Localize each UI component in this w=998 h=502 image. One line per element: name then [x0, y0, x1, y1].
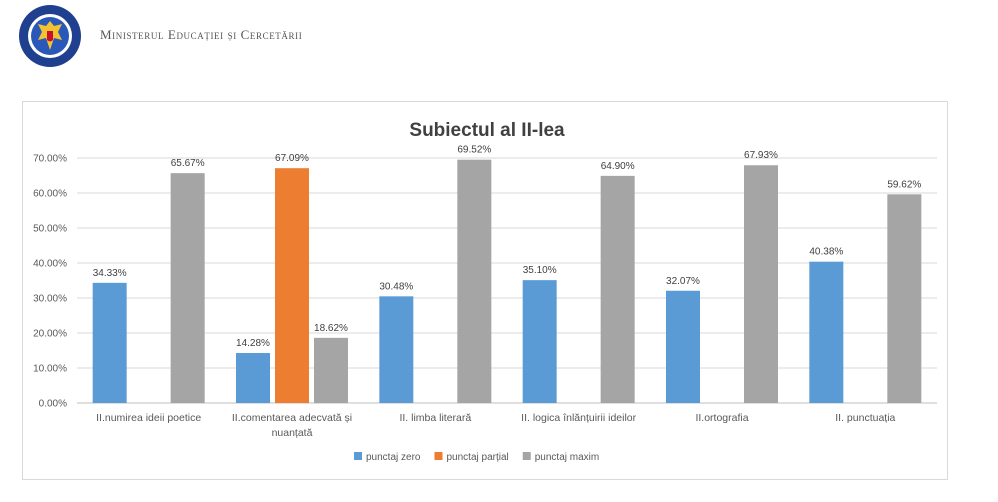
page-header: Ministerul Educației și Cercetării — [0, 0, 998, 80]
legend-swatch — [354, 452, 362, 460]
legend-label: punctaj maxim — [535, 452, 599, 463]
y-tick-label: 70.00% — [33, 154, 67, 165]
legend-label: punctaj parțial — [446, 452, 508, 463]
guvernul-romaniei-crest-icon — [19, 5, 81, 67]
x-tick-label: II.ortografia — [695, 412, 748, 424]
bar-punctaj-maxim — [314, 337, 348, 403]
y-tick-label: 10.00% — [33, 364, 67, 375]
x-tick-label: nuanțată — [272, 427, 313, 439]
data-label: 30.48% — [379, 281, 413, 292]
y-tick-label: 60.00% — [33, 189, 67, 200]
legend-label: punctaj zero — [366, 452, 421, 463]
legend-item: punctaj zero — [354, 452, 421, 463]
bar-chart: Subiectul al II-lea 0.00% 10.00% 20.00% 30.… — [33, 120, 937, 463]
chart-container: Subiectul al II-lea 0.00% 10.00% 20.00% 30.… — [22, 101, 948, 480]
bar-punctaj-zero — [809, 261, 844, 403]
bar-punctaj-zero — [236, 353, 270, 403]
bar-punctaj-maxim — [600, 175, 635, 403]
data-label: 35.10% — [523, 265, 557, 276]
legend-item: punctaj parțial — [434, 452, 509, 463]
y-tick-label: 40.00% — [33, 259, 67, 270]
data-label: 18.62% — [314, 323, 348, 334]
data-label: 14.28% — [236, 338, 270, 349]
y-tick-label: 0.00% — [39, 399, 67, 410]
legend: punctaj zero punctaj parțial punctaj maxim — [354, 452, 599, 463]
bar-punctaj-zero — [522, 280, 557, 403]
legend-swatch — [434, 452, 443, 460]
y-axis-ticks: 0.00% 10.00% 20.00% 30.00% 40.00% 50.00% 60.00… — [33, 154, 67, 410]
bar-punctaj-parțial — [275, 168, 309, 403]
bar-punctaj-maxim — [457, 159, 492, 403]
data-label: 59.62% — [887, 179, 921, 190]
data-label: 64.90% — [601, 161, 635, 172]
bars — [92, 159, 922, 403]
data-label: 40.38% — [809, 247, 843, 258]
y-tick-label: 30.00% — [33, 294, 67, 305]
ministry-name: Ministerul Educației și Cercetării — [100, 27, 303, 42]
bar-punctaj-maxim — [170, 173, 205, 403]
legend-item: punctaj maxim — [522, 452, 599, 463]
x-axis-labels: II.numirea ideii poetice II.comentarea ad… — [96, 412, 895, 439]
data-label: 67.93% — [744, 150, 778, 161]
legend-swatch — [522, 452, 531, 460]
bar-punctaj-maxim — [887, 194, 922, 403]
data-label: 32.07% — [666, 276, 700, 287]
data-label: 69.52% — [457, 145, 491, 156]
chart-title: Subiectul al II-lea — [409, 120, 565, 141]
bar-punctaj-zero — [379, 296, 414, 403]
x-tick-label: II. punctuația — [835, 412, 895, 424]
y-tick-label: 50.00% — [33, 224, 67, 235]
x-tick-label: II.numirea ideii poetice — [96, 412, 201, 424]
x-tick-label: II.comentarea adecvată și — [232, 412, 352, 424]
bar-punctaj-maxim — [744, 165, 778, 403]
bar-punctaj-zero — [666, 290, 700, 403]
y-tick-label: 20.00% — [33, 329, 67, 340]
data-label: 34.33% — [93, 268, 127, 279]
bar-punctaj-zero — [92, 282, 127, 403]
x-tick-label: II. logica înlănțuirii ideilor — [521, 412, 636, 424]
data-label: 67.09% — [275, 153, 309, 164]
gridlines — [77, 157, 937, 404]
data-labels: 34.33% 65.67% 14.28% 67.09% 18.62% 30.48% 69.5… — [93, 145, 922, 349]
x-tick-label: II. limba literară — [399, 412, 471, 424]
data-label: 65.67% — [171, 158, 205, 169]
